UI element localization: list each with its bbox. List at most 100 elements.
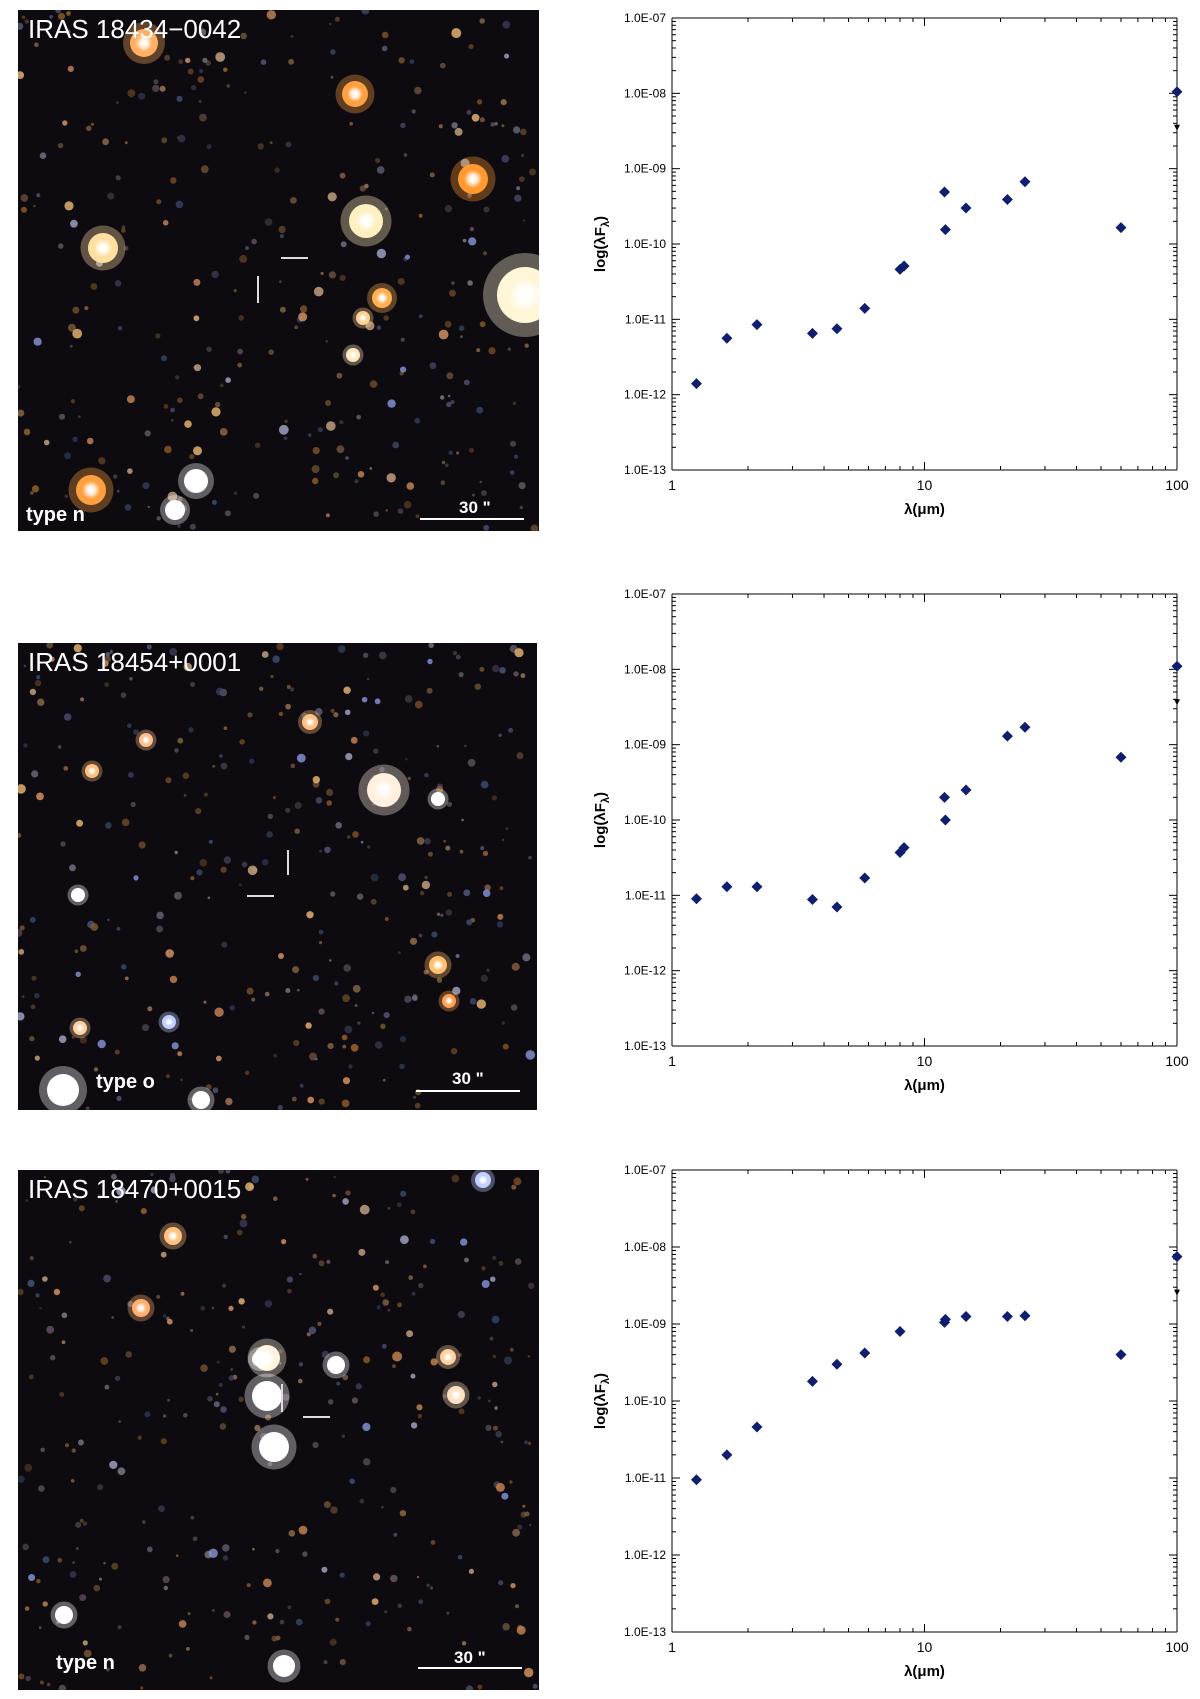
faint-star: [209, 1676, 213, 1680]
faint-star: [312, 447, 320, 455]
faint-star: [123, 246, 129, 251]
faint-star: [233, 491, 238, 496]
faint-star: [398, 873, 407, 882]
faint-star: [97, 1484, 104, 1491]
faint-star: [359, 1498, 365, 1504]
faint-star: [333, 472, 340, 479]
faint-star: [80, 697, 85, 702]
y-tick-label: 1.0E-11: [625, 1471, 666, 1485]
faint-star: [367, 845, 371, 849]
faint-star: [423, 969, 429, 975]
faint-star: [298, 1378, 303, 1384]
faint-star: [115, 175, 121, 181]
faint-star: [124, 976, 129, 981]
faint-star: [476, 348, 481, 353]
mid-star: [238, 1298, 245, 1305]
faint-star: [197, 393, 204, 400]
faint-star: [186, 1647, 190, 1651]
faint-star: [42, 1556, 50, 1564]
faint-star: [455, 654, 461, 660]
faint-star: [355, 1383, 362, 1390]
mid-star: [305, 1022, 312, 1029]
faint-star: [397, 951, 401, 955]
faint-star: [356, 893, 364, 900]
star-field: [18, 643, 537, 1110]
faint-star: [228, 1345, 236, 1353]
faint-star: [125, 1351, 132, 1358]
faint-star: [449, 289, 456, 297]
faint-star: [477, 1396, 482, 1400]
faint-star: [518, 482, 526, 490]
faint-star: [47, 1682, 51, 1687]
faint-star: [111, 1562, 119, 1570]
bright-star-core: [450, 1389, 462, 1401]
mid-star: [516, 1625, 526, 1635]
faint-star: [346, 835, 351, 839]
faint-star: [510, 440, 517, 447]
faint-star: [233, 289, 237, 293]
faint-star: [38, 1485, 45, 1492]
faint-star: [187, 68, 194, 75]
mid-star: [471, 113, 480, 122]
faint-star: [514, 454, 519, 459]
faint-star: [479, 480, 483, 484]
faint-star: [114, 280, 122, 287]
y-tick-label: 1.0E-13: [624, 1039, 666, 1053]
faint-star: [219, 383, 224, 388]
faint-star: [429, 362, 437, 370]
bright-star-core: [141, 735, 151, 745]
scale-bar: [420, 518, 524, 520]
faint-star: [105, 652, 111, 657]
faint-star: [124, 504, 132, 511]
faint-star: [441, 460, 446, 465]
faint-star: [111, 1316, 115, 1319]
faint-star: [285, 988, 291, 993]
faint-star: [180, 1291, 185, 1296]
faint-star: [273, 1196, 278, 1201]
faint-star: [409, 937, 418, 945]
faint-star: [219, 754, 223, 758]
faint-star: [491, 1315, 500, 1324]
sky-image-1: IRAS 18434−0042 type n 30 ": [18, 10, 539, 531]
faint-star: [516, 752, 524, 760]
upper-limit-arrowhead: [1174, 124, 1180, 131]
sky-title: IRAS 18454+0001: [28, 647, 242, 677]
faint-star: [299, 1272, 302, 1276]
faint-star: [381, 31, 389, 39]
x-axis-label: λ(μm): [904, 1663, 945, 1680]
faint-star: [492, 1425, 498, 1431]
faint-star: [466, 919, 473, 926]
faint-star: [514, 1258, 522, 1265]
faint-star: [18, 22, 24, 30]
faint-star: [375, 157, 381, 164]
faint-star: [65, 29, 71, 35]
mid-star: [18, 784, 26, 794]
faint-star: [288, 58, 294, 65]
faint-star: [364, 183, 369, 189]
faint-star: [517, 1524, 523, 1530]
faint-star: [486, 968, 490, 972]
faint-star: [78, 1205, 85, 1212]
faint-star: [418, 933, 423, 938]
data-point: [1019, 176, 1031, 188]
y-axis-label: log(λFλ): [592, 216, 612, 272]
faint-star: [196, 869, 203, 876]
faint-star: [352, 831, 359, 838]
faint-star: [124, 141, 128, 145]
faint-star: [107, 192, 115, 200]
faint-star: [499, 886, 504, 891]
mid-star: [215, 1055, 222, 1062]
faint-star: [397, 277, 405, 286]
data-point: [751, 881, 763, 893]
faint-star: [268, 349, 274, 356]
faint-star: [165, 777, 172, 784]
mid-star: [281, 1239, 287, 1245]
faint-star: [309, 1052, 317, 1061]
faint-star: [362, 652, 369, 659]
faint-star: [72, 306, 80, 314]
mid-star: [82, 1640, 88, 1646]
mid-star: [342, 1077, 351, 1085]
faint-star: [207, 896, 211, 900]
faint-star: [174, 850, 178, 855]
y-tick-label: 1.0E-12: [624, 964, 666, 978]
